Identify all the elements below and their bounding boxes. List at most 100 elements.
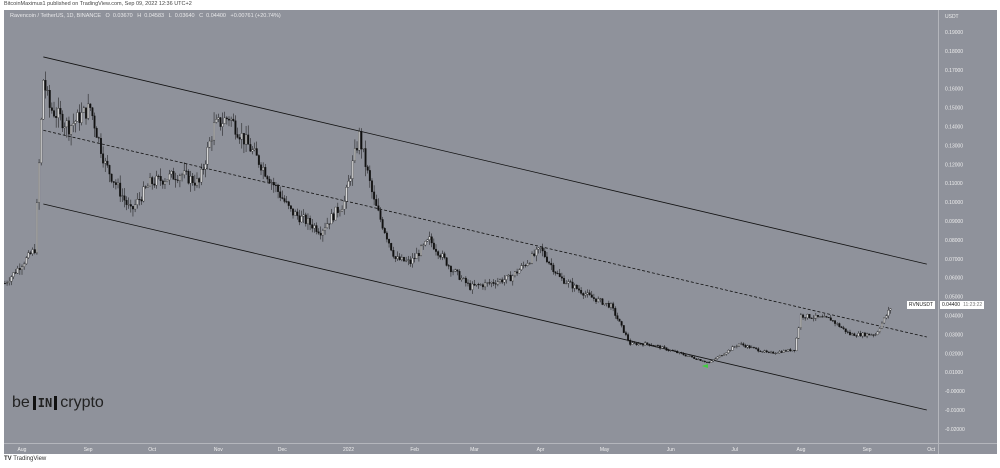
last-price: 0.04400 xyxy=(942,302,961,308)
bar-countdown: 11:23:22 xyxy=(963,302,983,308)
candle-body xyxy=(840,326,843,328)
candle-body xyxy=(204,163,207,170)
candle-body xyxy=(392,250,395,257)
candle-body xyxy=(89,103,92,108)
candle-body xyxy=(25,257,28,265)
candle-body xyxy=(610,303,612,308)
candle-body xyxy=(123,195,126,201)
candle-body xyxy=(484,282,487,288)
symbol-tag: RVNUSDT xyxy=(906,301,935,309)
candle-body xyxy=(29,252,32,254)
candle-body xyxy=(876,331,879,335)
candle-body xyxy=(885,315,888,319)
candle-body xyxy=(366,166,369,171)
candle-body xyxy=(351,160,354,179)
candle-body xyxy=(430,236,433,244)
candle-body xyxy=(825,316,828,318)
publish-info: BitcoinMaximus1 published on TradingView… xyxy=(4,1,192,7)
candle-body xyxy=(191,176,194,184)
candle-body xyxy=(144,186,147,188)
candle-body xyxy=(432,242,435,250)
candle-body xyxy=(799,314,802,328)
price-tick: 0.04000 xyxy=(945,314,963,320)
candle-body xyxy=(155,175,158,186)
candle-body xyxy=(27,252,30,258)
price-chart[interactable]: 0.19000 0.18000 0.17000 0.16000 0.15000 0.140… xyxy=(4,10,997,454)
candle-body xyxy=(189,176,192,184)
candle-body xyxy=(646,342,649,345)
time-tick: Sep xyxy=(863,447,872,453)
candle-body xyxy=(334,206,337,221)
candle-body xyxy=(53,110,55,117)
candle-body xyxy=(358,131,361,151)
candle-body xyxy=(718,355,721,358)
candle-body xyxy=(629,339,632,345)
candle-body xyxy=(106,160,109,166)
candle-body xyxy=(315,225,318,232)
time-tick: Aug xyxy=(796,447,805,453)
tradingview-brand: TV TradingView xyxy=(4,456,46,462)
candle-body xyxy=(268,178,271,183)
candle-body xyxy=(93,115,96,129)
candle-body xyxy=(21,266,23,270)
candle-body xyxy=(556,273,559,274)
candle-body xyxy=(503,279,506,283)
candle-body xyxy=(223,117,226,124)
candle-body xyxy=(417,253,420,257)
candle-body xyxy=(132,206,134,210)
candle-body xyxy=(437,251,440,256)
time-axis-divider xyxy=(4,443,997,444)
candle-body xyxy=(149,177,151,187)
candle-body xyxy=(443,253,446,258)
candle-body xyxy=(31,249,34,254)
candle-body xyxy=(697,359,700,361)
candle-body xyxy=(279,191,282,198)
candle-body xyxy=(67,120,70,135)
candle-body xyxy=(531,253,533,264)
candle-body xyxy=(232,118,235,121)
candle-body xyxy=(533,253,536,256)
candle-body xyxy=(289,205,292,209)
candle-body xyxy=(710,360,713,363)
candle-body xyxy=(341,209,344,212)
candle-body xyxy=(281,197,284,199)
candle-body xyxy=(479,284,482,286)
candle-body xyxy=(622,325,625,333)
candle-body xyxy=(78,112,81,123)
candle-body xyxy=(178,175,181,181)
candle-body xyxy=(172,171,175,180)
candle-body xyxy=(844,328,847,333)
candle-body xyxy=(546,256,548,263)
candle-body xyxy=(514,271,516,277)
candle-body xyxy=(319,232,322,236)
candle-body xyxy=(618,318,621,322)
candle-body xyxy=(699,359,702,361)
candle-body xyxy=(770,351,772,353)
candle-body xyxy=(166,179,169,182)
candle-body xyxy=(12,272,15,277)
candle-body xyxy=(548,261,551,264)
candle-body xyxy=(328,223,331,225)
candle-body xyxy=(693,357,696,359)
candle-body xyxy=(462,277,465,279)
high-label: H xyxy=(137,13,142,19)
candle-body xyxy=(539,247,542,249)
chart-frame[interactable]: 0.19000 0.18000 0.17000 0.16000 0.15000 0.140… xyxy=(4,10,997,454)
candle-body xyxy=(121,195,124,197)
beincrypto-logo: be IN crypto xyxy=(12,394,104,412)
candle-body xyxy=(398,256,401,261)
candle-body xyxy=(727,350,730,354)
candle-body xyxy=(76,112,79,122)
candle-body xyxy=(304,214,307,224)
candle-body xyxy=(761,351,764,353)
candle-body xyxy=(774,353,777,355)
candle-body xyxy=(151,177,154,185)
candle-body xyxy=(18,268,21,270)
price-tick: 0.10000 xyxy=(945,200,963,206)
candle-body xyxy=(588,292,591,296)
candle-body xyxy=(300,216,303,223)
candle-body xyxy=(200,168,203,183)
candle-body xyxy=(883,317,886,324)
candle-body xyxy=(569,281,572,283)
candle-body xyxy=(439,255,442,258)
